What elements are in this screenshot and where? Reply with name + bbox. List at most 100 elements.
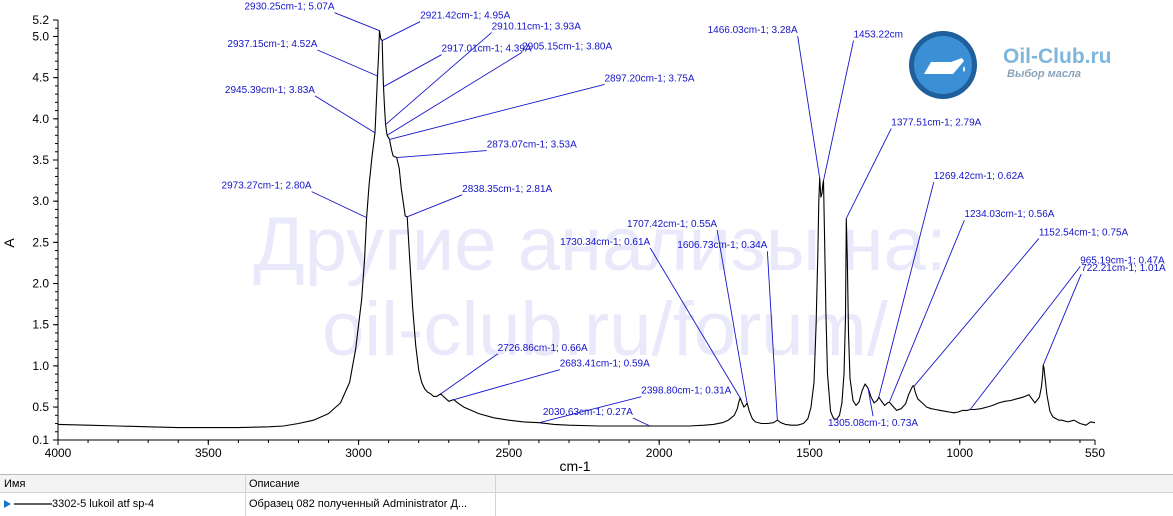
column-separator[interactable] bbox=[495, 475, 496, 516]
annotation-label: 2897.20cm-1; 3.75A bbox=[604, 73, 694, 84]
legend-row-name-cell[interactable]: 3302-5 lukoil atf sp-4 bbox=[0, 494, 245, 514]
y-tick-label: 3.5 bbox=[32, 153, 49, 167]
annotation-leader-line bbox=[386, 51, 523, 136]
annotation-leader-line bbox=[317, 49, 378, 77]
x-tick-label: 2000 bbox=[646, 446, 673, 460]
annotation-leader-line bbox=[649, 247, 741, 399]
y-tick-label: 4.5 bbox=[32, 71, 49, 85]
x-axis-title: cm-1 bbox=[559, 458, 590, 474]
y-tick-label: 5.2 bbox=[32, 13, 49, 27]
annotation-label: 1466.03cm-1; 3.28A bbox=[708, 25, 798, 36]
annotation-leader-line bbox=[385, 32, 492, 125]
annotation-label: 2873.07cm-1; 3.53A bbox=[487, 140, 577, 151]
annotation-label: 2683.41cm-1; 0.59A bbox=[560, 359, 650, 370]
annotation-leader-line bbox=[314, 95, 376, 134]
legend-row[interactable]: 3302-5 lukoil atf sp-4 Образец 082 получ… bbox=[0, 494, 1173, 514]
y-tick-label: 2.0 bbox=[32, 277, 49, 291]
x-tick-label: 1000 bbox=[946, 446, 973, 460]
series-lines bbox=[57, 30, 1096, 429]
annotation-leader-line bbox=[969, 266, 1081, 410]
annotation-label: 2917.01cm-1; 4.39A bbox=[442, 44, 532, 55]
annotation-leader-line bbox=[913, 238, 1040, 387]
annotation-leader-line bbox=[440, 353, 498, 395]
annotation-leader-line bbox=[766, 251, 778, 421]
annotation-leader-line bbox=[453, 369, 560, 401]
annotation-label: 2921.42cm-1; 4.95A bbox=[420, 11, 510, 22]
y-tick-label: 4.0 bbox=[32, 112, 49, 126]
annotation-label: 2910.11cm-1; 3.93A bbox=[492, 22, 582, 33]
legend-series-name: 3302-5 lukoil atf sp-4 bbox=[52, 498, 155, 510]
x-tick-label: 1500 bbox=[796, 446, 823, 460]
annotation-leader-line bbox=[383, 54, 442, 88]
y-tick-label: 3.0 bbox=[32, 194, 49, 208]
logo-name: Oil-Club.ru bbox=[1003, 45, 1112, 68]
legend-header-description[interactable]: Описание bbox=[245, 475, 495, 493]
annotation-label: 2030.63cm-1; 0.27A bbox=[543, 407, 633, 418]
annotation-leader-line bbox=[716, 229, 748, 404]
annotation-label: 2838.35cm-1; 2.81A bbox=[462, 184, 552, 195]
annotation-leader-line bbox=[888, 219, 965, 403]
watermark-text: oil-club.ru/forum/ bbox=[322, 287, 889, 372]
x-tick-label: 3000 bbox=[345, 446, 372, 460]
series-line bbox=[57, 30, 1096, 429]
annotation-label: 1152.54cm-1; 0.75A bbox=[1039, 227, 1129, 238]
annotation-label: 2945.39cm-1; 3.83A bbox=[225, 85, 315, 96]
y-axis-title: A bbox=[1, 238, 17, 248]
watermark: Другие анализы на:oil-club.ru/forum/ bbox=[253, 202, 947, 372]
annotation-label: 2937.15cm-1; 4.52A bbox=[227, 39, 317, 50]
column-separator[interactable] bbox=[245, 475, 246, 516]
spectrum-chart: Другие анализы на: oil-club.ru/forum/ Oil… bbox=[1, 2, 1167, 474]
peak-annotations: 2930.25cm-1; 5.07A 2921.42cm-1; 4.95A 2937… bbox=[222, 2, 1167, 429]
annotation-label: 2398.80cm-1; 0.31A bbox=[641, 386, 731, 397]
x-tick-label: 550 bbox=[1085, 446, 1105, 460]
annotation-label: 1305.08cm-1; 0.73A bbox=[828, 418, 918, 429]
legend-row-description: Образец 082 полученный Administrator Д..… bbox=[249, 498, 468, 510]
annotation-leader-line bbox=[334, 12, 380, 32]
annotation-leader-line bbox=[845, 128, 892, 219]
annotation-leader-line bbox=[539, 396, 642, 424]
oil-can-icon bbox=[924, 58, 964, 74]
annotation-label: 722.21cm-1; 1.01A bbox=[1081, 263, 1166, 274]
annotation-label: 1606.73cm-1; 0.34A bbox=[677, 240, 767, 251]
annotation-leader-line bbox=[867, 388, 874, 417]
y-tick-label: 1.5 bbox=[32, 318, 49, 332]
annotation-leader-line bbox=[1042, 273, 1082, 366]
annotation-leader-line bbox=[878, 182, 935, 398]
annotation-label: 2930.25cm-1; 5.07A bbox=[244, 2, 334, 13]
x-tick-label: 3500 bbox=[195, 446, 222, 460]
y-tick-label: 0.1 bbox=[32, 433, 49, 447]
x-tick-label: 4000 bbox=[45, 446, 72, 460]
annotation-leader-line bbox=[797, 36, 821, 179]
oil-drop-icon bbox=[963, 66, 965, 72]
annotation-label: 1453.22cm bbox=[854, 30, 903, 41]
logo-tagline: Выбор масла bbox=[1007, 68, 1081, 80]
annotation-label: 1707.42cm-1; 0.55A bbox=[627, 219, 717, 230]
annotation-label: 2973.27cm-1; 2.80A bbox=[222, 181, 312, 192]
annotation-leader-line bbox=[311, 191, 367, 219]
annotation-leader-line bbox=[396, 150, 487, 158]
annotation-label: 2726.86cm-1; 0.66A bbox=[498, 343, 588, 354]
y-tick-label: 5.0 bbox=[32, 29, 49, 43]
legend-header-empty bbox=[495, 475, 1173, 493]
watermark-text: Другие анализы на: bbox=[253, 202, 947, 287]
annotation-leader-line bbox=[389, 83, 605, 140]
annotation-label: 1234.03cm-1; 0.56A bbox=[964, 209, 1054, 220]
y-tick-label: 0.5 bbox=[32, 400, 49, 414]
annotation-label: 1377.51cm-1; 2.79A bbox=[891, 117, 981, 128]
y-tick-label: 2.5 bbox=[32, 235, 49, 249]
x-tick-label: 2500 bbox=[496, 446, 523, 460]
annotation-leader-line bbox=[407, 194, 463, 218]
legend-header-name[interactable]: Имя bbox=[0, 475, 245, 493]
annotation-leader-line bbox=[381, 21, 421, 41]
annotation-leader-line bbox=[823, 40, 854, 181]
annotation-leader-line bbox=[632, 417, 651, 427]
y-tick-label: 1.0 bbox=[32, 359, 49, 373]
annotation-label: 965.19cm-1; 0.47A bbox=[1080, 256, 1165, 267]
legend-panel: Имя Описание 3302-5 lukoil atf sp-4 Обра… bbox=[0, 474, 1173, 516]
annotation-label: 1269.42cm-1; 0.62A bbox=[934, 171, 1024, 182]
annotation-label: 2905.15cm-1; 3.80A bbox=[522, 41, 612, 52]
spectrum-plot: Другие анализы на:oil-club.ru/forum/ Oil… bbox=[1, 2, 1167, 474]
axes: 4000 3500 3000 2500 2000 1500 1000 550 0.1 0.5 1.0… bbox=[1, 13, 1105, 474]
annotation-label: 1730.34cm-1; 0.61A bbox=[560, 237, 650, 248]
